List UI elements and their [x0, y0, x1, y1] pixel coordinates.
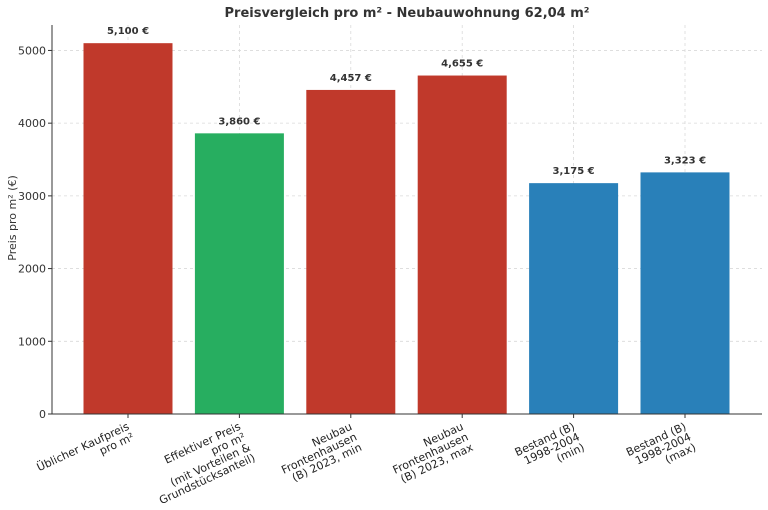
bar-value-label: 5,100 €: [107, 26, 149, 37]
x-tick-label: Bestand (B)1998-2004(max): [624, 420, 698, 480]
chart-title: Preisvergleich pro m² - Neubauwohnung 62…: [225, 6, 590, 21]
bar: [83, 43, 173, 414]
bar-value-label: 4,457 €: [330, 73, 372, 84]
x-tick-label: NeubauFrontenhausen(B) 2023, max: [386, 420, 476, 487]
x-tick-label: Effektiver Preispro m²(mit Vorteilen &Gr…: [143, 420, 258, 507]
y-tick-label: 2000: [18, 263, 46, 276]
y-axis-ticks: 0 1000 2000 3000 4000 5000: [18, 44, 52, 421]
y-tick-label: 5000: [18, 44, 46, 57]
y-tick-label: 3000: [18, 190, 46, 203]
x-tick-label: Bestand (B)1998-2004(min): [513, 420, 587, 480]
y-axis-label: Preis pro m² (€): [6, 175, 19, 260]
y-tick-label: 1000: [18, 335, 46, 348]
bar: [529, 183, 619, 414]
bar-value-label: 3,860 €: [218, 116, 260, 127]
x-axis-ticks: Üblicher Kaufpreispro m² Effektiver Preis…: [35, 414, 698, 507]
x-tick-label: Üblicher Kaufpreispro m²: [35, 420, 137, 485]
bar: [194, 133, 284, 414]
data-labels: 5,100 € 3,860 € 4,457 € 4,655 € 3,175 € 3,323…: [107, 26, 706, 177]
bar-value-label: 4,655 €: [441, 59, 483, 70]
x-tick-label: NeubauFrontenhausen(B) 2023, min: [275, 420, 364, 487]
bar-value-label: 3,323 €: [664, 155, 706, 166]
y-tick-label: 4000: [18, 117, 46, 130]
bar: [417, 75, 507, 415]
bar: [306, 89, 396, 414]
bar-value-label: 3,175 €: [553, 166, 595, 177]
bar: [640, 172, 730, 414]
y-tick-label: 0: [39, 408, 46, 421]
bars: [83, 43, 730, 415]
